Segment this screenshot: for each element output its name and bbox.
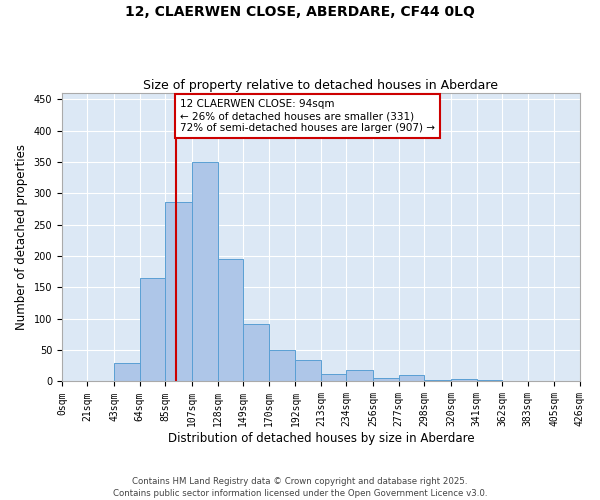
Bar <box>295 360 321 382</box>
Bar <box>346 370 373 382</box>
Text: Contains HM Land Registry data © Crown copyright and database right 2025.
Contai: Contains HM Land Registry data © Crown c… <box>113 476 487 498</box>
Bar <box>373 378 399 382</box>
Title: Size of property relative to detached houses in Aberdare: Size of property relative to detached ho… <box>143 79 499 92</box>
Bar <box>476 380 502 382</box>
Bar <box>399 375 424 382</box>
Text: 12, CLAERWEN CLOSE, ABERDARE, CF44 0LQ: 12, CLAERWEN CLOSE, ABERDARE, CF44 0LQ <box>125 5 475 19</box>
Bar <box>269 350 295 382</box>
Bar <box>165 202 192 382</box>
Bar <box>424 380 451 382</box>
Bar <box>502 381 528 382</box>
Bar <box>243 324 269 382</box>
Bar <box>321 374 346 382</box>
Bar <box>451 379 476 382</box>
Bar <box>140 278 165 382</box>
Bar <box>218 260 243 382</box>
Bar <box>114 362 140 382</box>
Y-axis label: Number of detached properties: Number of detached properties <box>15 144 28 330</box>
Bar <box>554 381 580 382</box>
Text: 12 CLAERWEN CLOSE: 94sqm
← 26% of detached houses are smaller (331)
72% of semi-: 12 CLAERWEN CLOSE: 94sqm ← 26% of detach… <box>180 100 435 132</box>
Bar <box>192 162 218 382</box>
X-axis label: Distribution of detached houses by size in Aberdare: Distribution of detached houses by size … <box>167 432 474 445</box>
Bar <box>62 381 88 382</box>
